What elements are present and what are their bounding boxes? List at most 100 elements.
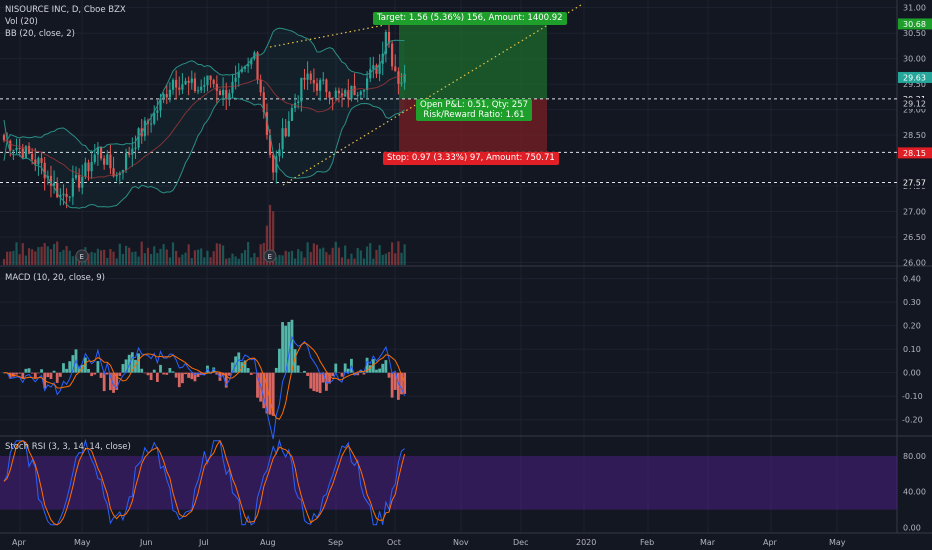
macd-histogram-bar (130, 352, 134, 373)
candle-body (328, 92, 331, 98)
macd-histogram-bar (340, 372, 344, 377)
candle-body (218, 90, 222, 96)
macd-histogram-bar (268, 372, 272, 415)
macd-histogram-bar (256, 372, 259, 398)
candle-body (322, 79, 325, 81)
volume-bar (337, 247, 341, 265)
macd-histogram-bar (246, 368, 250, 373)
macd-tick-label: -0.10 (902, 392, 923, 401)
volume-bar (372, 258, 375, 265)
candle-body (87, 162, 90, 172)
candle-body (118, 172, 121, 175)
time-tick-label: Nov (453, 538, 469, 547)
stop-label[interactable]: Stop: 0.97 (3.33%) 97, Amount: 750.71 (383, 152, 559, 165)
stoch-rsi-indicator-label[interactable]: Stoch RSI (3, 3, 14, 14, close) (5, 442, 131, 452)
volume-bar (225, 258, 228, 265)
volume-bar (256, 257, 259, 265)
candle-body (209, 75, 212, 80)
candle-body (359, 91, 362, 95)
macd-histogram-bar (384, 360, 388, 373)
macd-histogram-bar (96, 361, 100, 373)
volume-bar (87, 253, 90, 265)
volume-bar (18, 254, 21, 265)
macd-histogram-bar (262, 372, 266, 409)
macd-histogram-bar (181, 372, 184, 384)
macd-histogram-bar (296, 365, 300, 373)
macd-histogram-bar (400, 372, 403, 395)
candle-body (275, 156, 278, 173)
candle-body (162, 94, 165, 99)
macd-histogram-bar (24, 368, 28, 373)
macd-histogram-bar (99, 372, 103, 378)
target-label[interactable]: Target: 1.56 (5.36%) 156, Amount: 1400.9… (373, 12, 567, 25)
macd-histogram-bar (375, 369, 378, 373)
candle-body (18, 147, 21, 149)
time-tick-label: Jun (139, 538, 153, 547)
volume-bar (52, 244, 56, 265)
volume-bar (240, 253, 243, 265)
volume-bar (121, 253, 125, 265)
candle-body (237, 71, 240, 78)
volume-bar (65, 246, 68, 265)
open-pnl-text: Open P&L: 0.51, Qty: 257 (420, 100, 529, 110)
stoch-k-line (3, 438, 405, 526)
bollinger-fill (4, 28, 405, 209)
macd-histogram-bar (334, 363, 338, 373)
volume-bar (21, 243, 24, 265)
price-tick-label: 27.00 (903, 207, 926, 216)
candle-body (203, 85, 206, 87)
candle-body (247, 64, 250, 67)
candle-body (196, 90, 200, 92)
candle-body (394, 66, 397, 72)
volume-bar (322, 247, 325, 265)
volume-bar (153, 246, 156, 265)
macd-histogram-bar (152, 369, 156, 373)
volume-bar (378, 245, 381, 265)
candle-body (34, 159, 37, 165)
volume-bar (112, 251, 115, 265)
candle-body (168, 89, 171, 98)
candle-body (171, 79, 175, 90)
candle-body (272, 154, 275, 173)
macd-signal-line (3, 341, 406, 420)
candle-body (397, 71, 400, 84)
macd-histogram-bar (196, 372, 200, 377)
macd-histogram-bar (93, 372, 97, 375)
candle-body (137, 128, 140, 148)
candle-body (27, 146, 31, 154)
candle-body (181, 84, 184, 90)
macd-indicator-label[interactable]: MACD (10, 20, close, 9) (5, 273, 105, 283)
candle-body (131, 148, 134, 155)
volume-bar (303, 257, 306, 265)
bollinger-indicator-label[interactable]: BB (20, close, 2) (5, 29, 75, 39)
price-tick-label: 30.00 (903, 55, 926, 64)
volume-bar (262, 242, 265, 265)
volume-indicator-label[interactable]: Vol (20) (5, 17, 38, 27)
volume-bar (394, 253, 397, 265)
pnl-label[interactable]: Open P&L: 0.51, Qty: 257 Risk/Reward Rat… (416, 99, 533, 121)
candle-body (268, 135, 272, 155)
volume-bar (300, 251, 303, 265)
volume-bar (40, 246, 43, 265)
candles-group (2, 21, 406, 209)
time-tick-label: May (829, 538, 846, 547)
volume-bar (156, 252, 159, 265)
macd-histogram-bar (381, 363, 385, 373)
earnings-marker-label: E (268, 253, 272, 261)
macd-histogram-bar (155, 372, 159, 382)
time-tick-label: Sep (328, 538, 343, 547)
volume-bar (375, 249, 378, 265)
macd-histogram-bar (168, 368, 172, 373)
candle-body (265, 112, 269, 136)
risk-reward-text: Risk/Reward Ratio: 1.61 (423, 110, 525, 120)
macd-tick-label: -0.20 (902, 416, 923, 425)
macd-histogram-bar (237, 352, 241, 373)
candle-body (12, 149, 15, 151)
candle-body (156, 110, 159, 113)
volume-bar (200, 248, 203, 265)
volume-bar (24, 255, 28, 265)
volume-bar (9, 251, 12, 265)
macd-histogram-bar (8, 372, 12, 379)
volume-bar (381, 254, 384, 265)
